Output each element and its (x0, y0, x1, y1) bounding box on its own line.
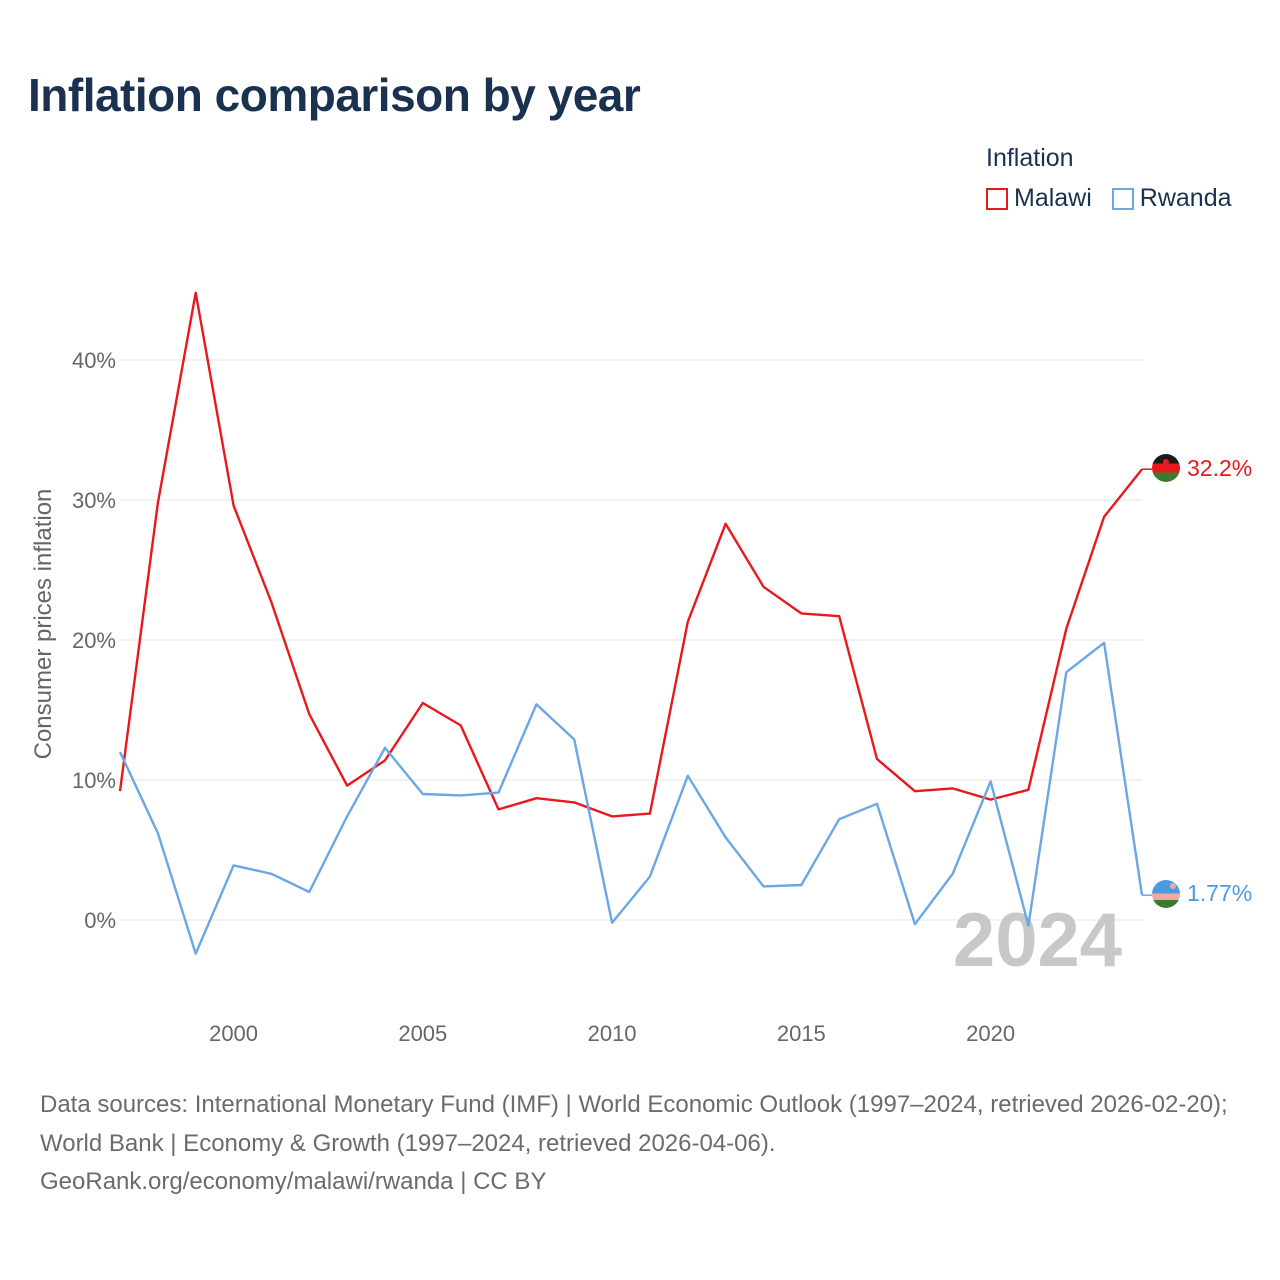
x-tick-label: 2000 (209, 1021, 258, 1046)
series-line-rwanda[interactable] (118, 641, 1144, 955)
chart-svg: 0% 10% 20% 30% 40% 2000 2005 2010 2015 2020 Cons… (30, 291, 1252, 1046)
legend-label-rwanda: Rwanda (1139, 184, 1232, 212)
y-tick-label: 10% (72, 768, 116, 793)
y-tick-label: 30% (72, 488, 116, 513)
grid-lines (120, 359, 1142, 921)
chart-title: Inflation comparison by year (28, 69, 641, 121)
x-tick-label: 2015 (777, 1021, 826, 1046)
x-tick-label: 2005 (398, 1021, 447, 1046)
source-text: Data sources: International Monetary Fun… (40, 1091, 1228, 1157)
y-tick-labels: 0% 10% 20% 30% 40% (72, 348, 116, 933)
rwanda-flag-icon (1152, 880, 1180, 908)
source-link[interactable]: GeoRank.org/economy/malawi/rwanda | CC B… (40, 1168, 547, 1195)
source-note: Data sources: International Monetary Fun… (40, 1086, 1250, 1202)
legend-swatch-rwanda (1111, 187, 1134, 210)
legend-item-malawi[interactable]: Malawi (986, 184, 1092, 213)
series-lines (118, 291, 1152, 955)
malawi-end-label: 32.2% (1187, 455, 1252, 481)
y-axis-label: Consumer prices inflation (30, 489, 57, 760)
y-tick-label: 0% (84, 908, 116, 933)
legend: Malawi Rwanda (986, 184, 1232, 213)
year-watermark: 2024 (953, 898, 1122, 983)
malawi-flag-icon (1152, 454, 1180, 482)
series-line-malawi[interactable] (118, 291, 1143, 818)
y-tick-label: 20% (72, 628, 116, 653)
x-tick-labels: 2000 2005 2010 2015 2020 (209, 1021, 1015, 1046)
legend-title: Inflation (986, 144, 1074, 172)
x-tick-label: 2020 (966, 1021, 1015, 1046)
legend-item-rwanda[interactable]: Rwanda (1111, 184, 1232, 213)
rwanda-end-label: 1.77% (1187, 880, 1252, 906)
y-tick-label: 40% (72, 348, 116, 373)
legend-swatch-malawi (986, 187, 1008, 210)
x-tick-label: 2010 (588, 1021, 637, 1046)
legend-label-malawi: Malawi (1014, 184, 1092, 212)
